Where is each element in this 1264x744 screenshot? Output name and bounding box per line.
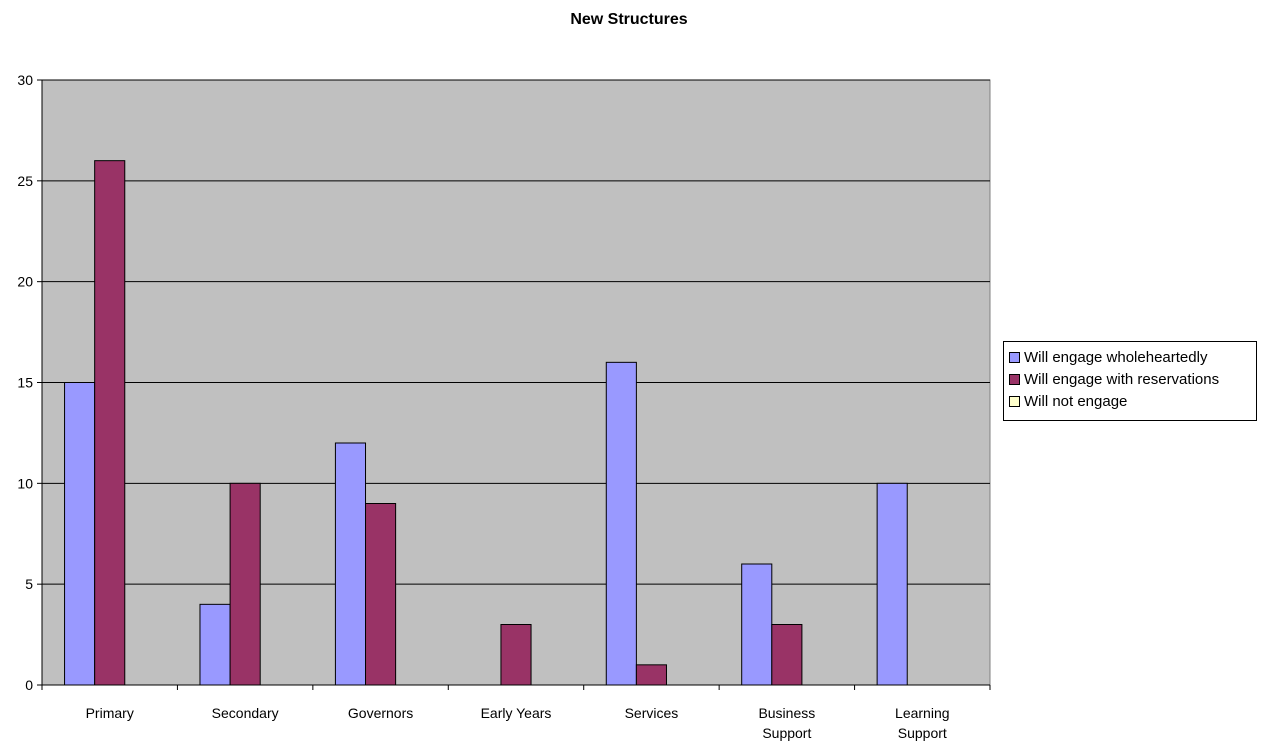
bar [334, 442, 367, 686]
y-tick-label: 5 [25, 576, 33, 592]
legend-swatch [1009, 373, 1020, 385]
tick-labels: 0 5 10 15 20 25 30 Primary Secondary Governors Ear… [17, 72, 949, 741]
bar [229, 482, 261, 686]
legend-label: Will engage with reservations [1024, 370, 1220, 388]
x-tick-label: Services [625, 705, 679, 721]
bar [741, 563, 773, 686]
legend-label: Will engage wholeheartedly [1024, 348, 1208, 366]
x-tick-label: Learning Support [895, 705, 950, 741]
legend-swatch [1009, 395, 1020, 407]
x-tick-label: Business Support [758, 705, 815, 741]
bar [365, 503, 397, 686]
bar [199, 603, 231, 686]
y-tick-label: 15 [17, 375, 33, 391]
x-tick-label: Secondary [212, 705, 279, 721]
gridlines [42, 79, 990, 585]
bar [635, 664, 667, 686]
y-tick-label: 20 [17, 274, 33, 290]
y-tick-label: 10 [17, 475, 33, 491]
y-tick-label: 30 [17, 72, 33, 88]
legend-label: Will not engage [1024, 392, 1128, 410]
x-tick-label: Early Years [481, 705, 552, 721]
bar [500, 624, 532, 686]
y-tick-label: 0 [25, 677, 33, 693]
x-tick-label: Governors [348, 705, 413, 721]
bar [94, 160, 126, 686]
bars [64, 160, 908, 686]
bar [876, 482, 908, 686]
legend-item: Will not engage [1009, 390, 1256, 412]
legend: Will engage wholeheartedly Will engage w… [1003, 341, 1257, 421]
axes [37, 79, 991, 690]
legend-item: Will engage with reservations [1009, 368, 1256, 390]
legend-swatch [1009, 351, 1020, 363]
x-tick-label: Primary [86, 705, 134, 721]
legend-item: Will engage wholeheartedly [1009, 346, 1256, 368]
y-tick-label: 25 [17, 173, 33, 189]
bar [64, 382, 96, 686]
bar [771, 624, 803, 686]
chart-title: New Structures [570, 11, 687, 28]
bar [605, 361, 637, 686]
